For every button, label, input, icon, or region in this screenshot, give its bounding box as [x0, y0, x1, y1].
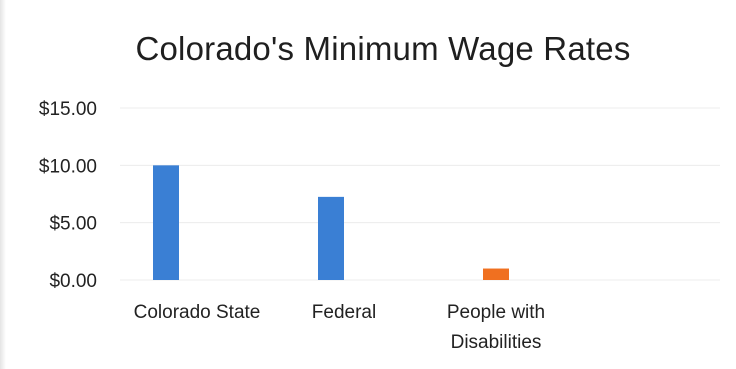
bar-federal: [318, 196, 344, 280]
bar-people-with-disabilities: [483, 268, 509, 280]
y-tick-label: $10.00: [39, 156, 97, 177]
chart-title: Colorado's Minimum Wage Rates: [135, 30, 631, 67]
y-tick-label: $15.00: [39, 99, 97, 120]
bar-colorado-state: [153, 165, 179, 280]
y-tick-label: $0.00: [49, 271, 97, 292]
x-category-label: Federal: [312, 302, 376, 323]
x-category-label: People with: [447, 302, 545, 323]
y-tick-label: $5.00: [49, 214, 97, 235]
x-category-label: Disabilities: [451, 332, 542, 353]
x-category-label: Colorado State: [134, 302, 261, 323]
scan-edge-shadow: [0, 0, 6, 369]
